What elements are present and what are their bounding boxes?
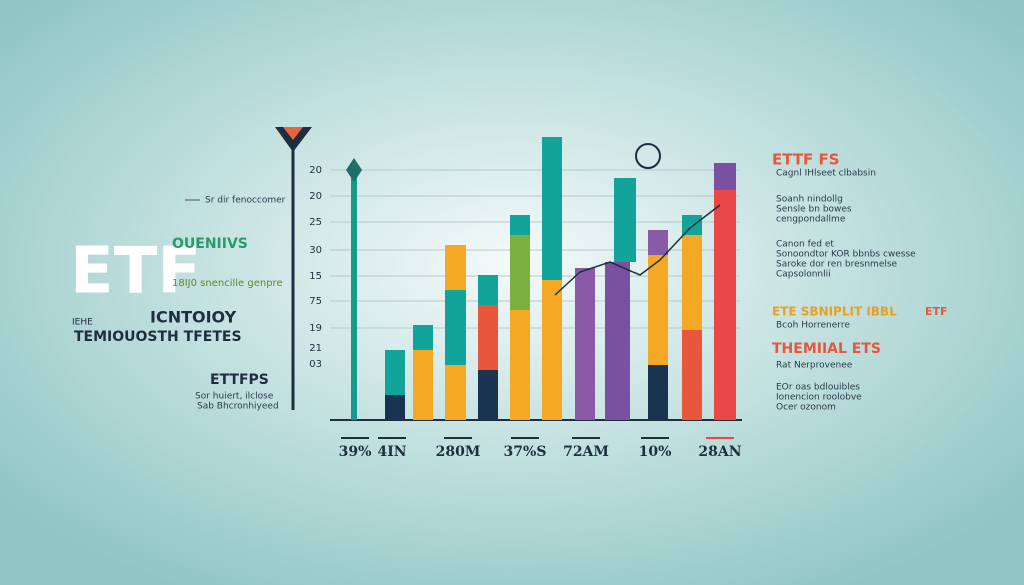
small: IEHE bbox=[72, 318, 93, 328]
axis-label: 25 bbox=[309, 217, 322, 228]
heading: OUENIIVS bbox=[172, 236, 248, 252]
bottom-label: 10% bbox=[639, 444, 672, 460]
subheading: 18IJ0 snencille genpre bbox=[172, 278, 283, 289]
right-text: cengpondallme bbox=[776, 215, 846, 225]
note: Sab Bhcronhiyeed bbox=[197, 402, 279, 412]
right-line: Bcoh Horrenerre bbox=[776, 321, 850, 331]
title: TEMIOUOSTH TFETES bbox=[74, 329, 242, 345]
note: Sor huiert, ilclose bbox=[195, 392, 274, 402]
axis-label: 03 bbox=[309, 359, 322, 370]
axis-label: 20 bbox=[309, 191, 322, 202]
right-text: Sonoondtor KOR bbnbs cwesse bbox=[776, 250, 916, 260]
right-tag: ETF bbox=[925, 305, 948, 318]
bottom-label: 37%S bbox=[504, 444, 547, 460]
bars bbox=[385, 137, 736, 420]
right-heading: THEMIIAL ETS bbox=[772, 341, 881, 357]
right-heading: ETE SBNIPLIT IBBL bbox=[772, 305, 897, 319]
axis-label: 21 bbox=[309, 343, 322, 354]
section: ETTFPS bbox=[210, 372, 269, 388]
right-title: ETTF FS bbox=[772, 151, 840, 169]
right-text: Ionencion roolobve bbox=[776, 393, 862, 403]
title: ICNTOIOY bbox=[150, 308, 237, 327]
bottom-label: 72AM bbox=[563, 444, 609, 460]
right-text: EOr oas bdlouibles bbox=[776, 383, 860, 393]
bottom-label: 4IN bbox=[377, 444, 406, 460]
right-text: Soanh nindollg bbox=[776, 195, 843, 205]
axis-label: 75 bbox=[309, 296, 322, 307]
right-subtitle: Cagnl IHlseet clbabsin bbox=[776, 169, 876, 179]
logo: ETF bbox=[70, 235, 201, 309]
right-text: Capsolonnlii bbox=[776, 270, 831, 280]
right-text: Saroke dor ren bresnmelse bbox=[776, 260, 898, 270]
bottom-label: 39% bbox=[339, 444, 372, 460]
axis-label: 30 bbox=[309, 245, 322, 256]
right-text: Canon fed et bbox=[776, 240, 834, 250]
axis-label: 15 bbox=[309, 271, 322, 282]
bottom-label: 28AN bbox=[698, 444, 741, 460]
axis-label: 20 bbox=[309, 165, 322, 176]
caption: Sr dir fenoccomer bbox=[205, 196, 286, 206]
right-line: Rat Nerprovenee bbox=[776, 361, 853, 371]
axis-label: 19 bbox=[309, 323, 322, 334]
right-text: Sensle bn bowes bbox=[776, 205, 852, 215]
right-text: Ocer ozonom bbox=[776, 403, 836, 413]
bottom-label: 280M bbox=[436, 444, 481, 460]
